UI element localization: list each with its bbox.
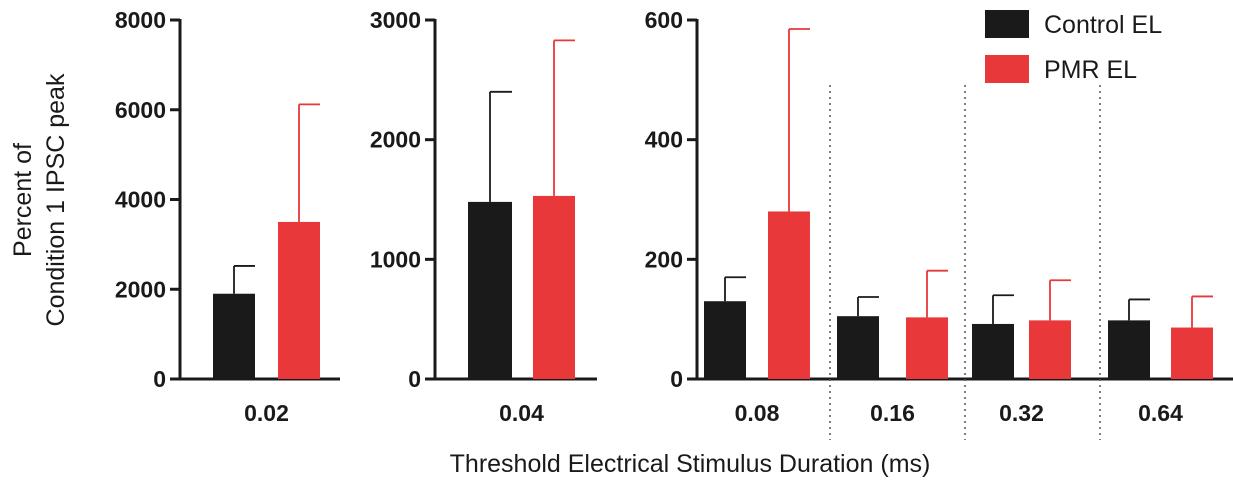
bar-control [837,316,879,379]
legend-label-pmr: PMR EL [1044,56,1137,84]
x-tick-label: 0.64 [1138,400,1183,426]
bar-pmr [533,195,575,379]
legend: Control EL PMR EL [985,10,1162,84]
legend-swatch-pmr [985,55,1029,83]
y-tick-label: 0 [408,366,421,392]
y-tick-label: 2000 [115,276,166,302]
x-tick-label: 0.16 [870,400,915,426]
y-axis-label-line2: Condition 1 IPSC peak [42,73,70,326]
y-tick-label: 0 [670,366,683,392]
bar-pmr [278,221,320,379]
y-tick-label: 3000 [370,7,421,33]
y-tick-label: 8000 [115,7,166,33]
bar-control [704,301,746,379]
bar-control [213,293,255,379]
x-axis-label: Threshold Electrical Stimulus Duration (… [450,450,931,478]
x-tick-label: 0.04 [499,400,544,426]
bar-pmr [906,317,948,379]
bar-pmr [1171,327,1213,379]
y-tick-label: 6000 [115,97,166,123]
y-axis-label: Percent of Condition 1 IPSC peak [9,73,70,326]
x-tick-label: 0.08 [735,400,780,426]
y-tick-label: 2000 [370,127,421,153]
y-tick-label: 600 [645,7,683,33]
y-axis-label-line1: Percent of [9,143,37,257]
bar-control [468,201,512,379]
bar-pmr [1029,320,1071,379]
x-tick-label: 0.32 [999,400,1044,426]
y-tick-label: 400 [645,127,683,153]
y-tick-label: 0 [153,366,166,392]
bar-pmr [768,211,810,379]
bar-control [1108,320,1150,379]
x-tick-label: 0.02 [244,400,289,426]
y-tick-label: 4000 [115,187,166,213]
legend-swatch-control [985,10,1029,38]
plot-layer: 0 2000 4000 6000 8000 0.02 0 1000 2000 3000 0.04 0 2… [115,7,1233,440]
bar-control [972,323,1014,379]
y-tick-label: 1000 [370,246,421,272]
y-tick-label: 200 [645,246,683,272]
legend-label-control: Control EL [1044,11,1162,39]
